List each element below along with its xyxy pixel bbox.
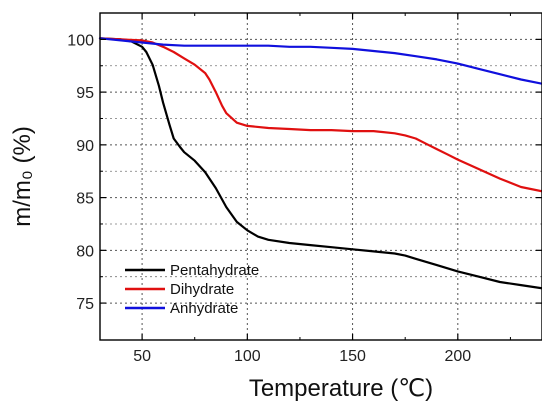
x-tick-label: 50 <box>133 348 151 365</box>
y-axis-title: m/m₀ (%) <box>9 126 36 227</box>
series-line-pentahydrate <box>98 37 542 290</box>
tick-layer: 50 100 150 200 75 80 85 90 95 100 <box>67 13 542 365</box>
x-tick-label: 100 <box>234 348 261 365</box>
legend: Pentahydrate Dihydrate Anhydrate <box>125 262 259 317</box>
x-axis-title: Temperature (℃) <box>249 375 433 402</box>
y-tick-label: 75 <box>76 296 94 313</box>
y-tick-label: 80 <box>76 243 94 260</box>
grid-layer <box>100 13 542 340</box>
series-layer <box>98 37 542 290</box>
series-line-anhydrate <box>98 37 542 85</box>
x-tick-label: 150 <box>339 348 366 365</box>
y-tick-label: 90 <box>76 138 94 155</box>
y-tick-label: 100 <box>67 32 94 49</box>
plot-frame <box>99 12 542 341</box>
y-tick-label: 95 <box>76 85 94 102</box>
legend-label-anhydrate: Anhydrate <box>170 300 238 317</box>
series-line-dihydrate <box>98 37 542 193</box>
legend-label-dihydrate: Dihydrate <box>170 281 234 298</box>
legend-label-pentahydrate: Pentahydrate <box>170 262 259 279</box>
y-tick-label: 85 <box>76 191 94 208</box>
x-tick-label: 200 <box>444 348 471 365</box>
